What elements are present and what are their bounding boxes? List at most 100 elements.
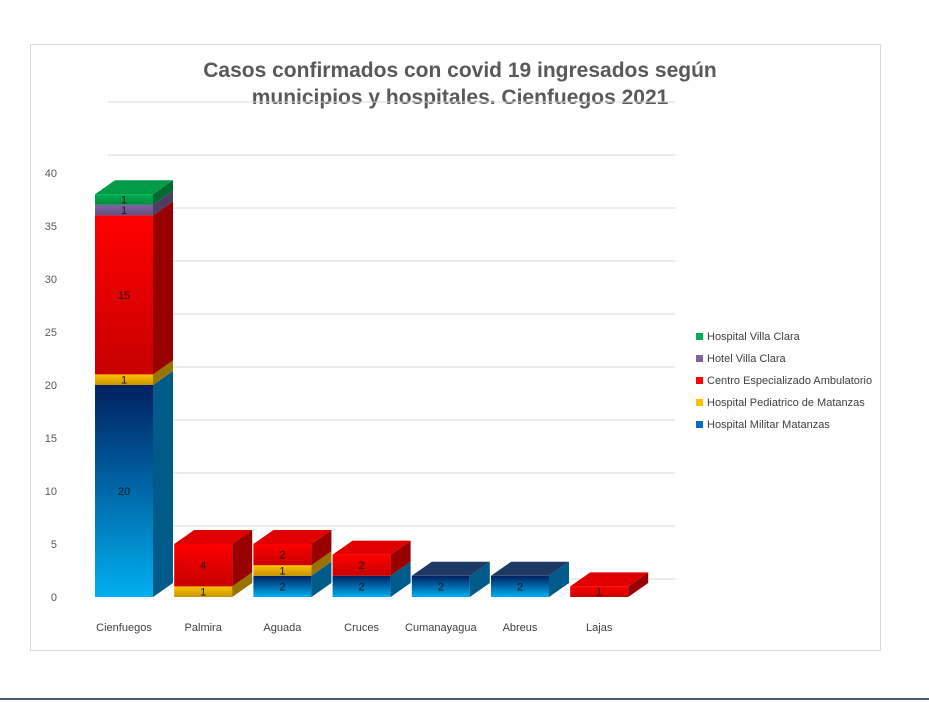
data-label: 2 xyxy=(279,581,285,593)
bar-side xyxy=(549,561,569,597)
x-axis-categories: Cienfuegos Palmira Aguada Cruces Cumanayagua… xyxy=(96,622,613,634)
y-tick-label: 30 xyxy=(45,274,57,286)
bar-top xyxy=(253,530,332,544)
legend-label: Hospital Pediatrico de Matanzas xyxy=(707,397,865,409)
data-label: 1 xyxy=(121,205,127,217)
bar-front xyxy=(253,575,312,597)
bar-side xyxy=(153,360,173,385)
category-label: Cumanayagua xyxy=(405,622,477,634)
legend-swatch xyxy=(696,377,703,384)
bar-top xyxy=(570,572,649,587)
bar-front xyxy=(95,204,153,216)
y-tick-label: 5 xyxy=(51,539,57,551)
bar-side xyxy=(311,551,332,576)
legend-item: Hospital Pediatrico de Matanzas xyxy=(696,397,865,409)
bar-front xyxy=(174,586,233,597)
bar-segment: 2 xyxy=(332,561,411,597)
category-label: Cruces xyxy=(344,622,379,634)
bar-top xyxy=(411,561,490,576)
data-label: 2 xyxy=(359,581,365,593)
legend-label: Hotel Villa Clara xyxy=(707,353,787,365)
bar-front xyxy=(174,544,233,587)
chart-title-line-2: municipios y hospitales. Cienfuegos 2021 xyxy=(252,86,669,109)
category-label: Aguada xyxy=(263,622,302,634)
bar-segment: 1 xyxy=(95,190,173,217)
bar-front xyxy=(411,575,470,597)
bar-segment: 1 xyxy=(253,551,332,578)
y-tick-label: 20 xyxy=(45,380,57,392)
legend-label: Hospital Villa Clara xyxy=(707,331,801,343)
category-label: Lajas xyxy=(586,622,613,634)
bar-side xyxy=(390,561,411,597)
y-tick-label: 10 xyxy=(45,486,57,498)
bar-front xyxy=(253,544,312,566)
bar-top xyxy=(95,180,173,195)
bar-segment: 2 xyxy=(253,561,332,597)
y-tick-label: 35 xyxy=(45,221,57,233)
legend-swatch xyxy=(696,355,703,362)
data-label: 1 xyxy=(596,587,602,599)
bar-top xyxy=(174,530,253,544)
bar-front xyxy=(253,565,312,576)
y-tick-label: 40 xyxy=(45,168,57,180)
data-label: 2 xyxy=(517,581,523,593)
bar-front xyxy=(95,194,153,205)
bar-front xyxy=(95,385,153,597)
bar-segment: 1 xyxy=(95,360,173,387)
bar-side xyxy=(153,190,173,216)
bar-top xyxy=(491,561,569,576)
data-label: 1 xyxy=(279,566,285,578)
bar-top xyxy=(332,540,411,555)
bar-side xyxy=(469,561,490,597)
data-label: 1 xyxy=(121,195,127,207)
bar-side xyxy=(232,572,253,597)
bar-segment: 2 xyxy=(411,561,490,597)
bar-front xyxy=(332,575,391,597)
legend-label: Hospital Militar Matanzas xyxy=(707,419,830,431)
data-label: 20 xyxy=(118,486,130,498)
bar-segment: 4 xyxy=(174,530,253,587)
bar-front xyxy=(95,215,153,375)
data-label: 1 xyxy=(200,587,206,599)
gridlines xyxy=(108,101,675,580)
bar-front xyxy=(95,374,153,385)
bar-segment: 20 xyxy=(95,371,173,597)
bar-side xyxy=(311,561,332,597)
category-label: Palmira xyxy=(185,622,223,634)
bar-segment: 1 xyxy=(174,572,253,599)
data-label: 2 xyxy=(279,550,285,562)
bar-front xyxy=(570,586,629,597)
bar-segment: 2 xyxy=(332,540,411,576)
legend-label: Centro Especializado Ambulatorio xyxy=(707,375,872,387)
legend-item: Hospital Villa Clara xyxy=(696,331,801,343)
legend-swatch xyxy=(696,333,703,340)
bar-segment: 2 xyxy=(253,530,332,566)
data-label: 2 xyxy=(359,560,365,572)
bar-segment: 1 xyxy=(95,180,173,207)
bar-side xyxy=(628,572,649,597)
bar-front xyxy=(491,575,549,597)
bar-side xyxy=(153,371,173,597)
bar-side xyxy=(153,201,173,375)
bar-side xyxy=(311,530,332,566)
legend-swatch xyxy=(696,421,703,428)
bar-side xyxy=(153,180,173,205)
y-tick-label: 25 xyxy=(45,327,57,339)
data-label: 2 xyxy=(438,581,444,593)
legend-item: Hospital Militar Matanzas xyxy=(696,419,830,431)
y-tick-label: 15 xyxy=(45,433,57,445)
legend-item: Centro Especializado Ambulatorio xyxy=(696,375,872,387)
legend: Hospital Villa Clara Hotel Villa Clara Cen… xyxy=(696,331,872,431)
category-label: Abreus xyxy=(503,622,538,634)
bar-side xyxy=(390,540,411,576)
bar-front xyxy=(332,554,391,576)
data-label: 15 xyxy=(118,290,130,302)
bar-segment: 2 xyxy=(491,561,569,597)
bar-segment: 15 xyxy=(95,201,173,375)
legend-swatch xyxy=(696,399,703,406)
data-label: 1 xyxy=(121,375,127,387)
bar-side xyxy=(232,530,253,587)
chart-title-line-1: Casos confirmados con covid 19 ingresado… xyxy=(203,59,716,82)
